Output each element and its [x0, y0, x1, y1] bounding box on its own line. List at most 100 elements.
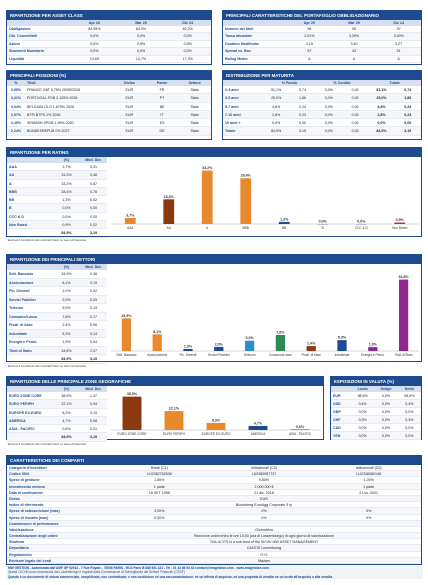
currency-cell: 0,0%	[405, 410, 414, 414]
bond-col-1: Apr 25	[303, 21, 315, 25]
geo-dur: 1,37	[90, 394, 97, 398]
chart-value-label: 15,3%	[164, 195, 175, 199]
sectors-pct: 1,9%	[62, 340, 71, 344]
asset-col-3: Dic 24	[182, 21, 193, 25]
rating-pct: 3,7%	[62, 165, 71, 169]
compart-span: Ricezione ordini entro le ore 15:00 (ora…	[193, 534, 335, 539]
sectors-row: Servizi Pubblici 2,0% 0,05	[7, 295, 107, 304]
sectors-pct: 2,4%	[62, 323, 71, 327]
footer-line-3: Questo è un documento di natura commerci…	[8, 574, 333, 579]
sectors-pct: 8,1%	[62, 280, 71, 285]
chart-value-label: 4,7%	[254, 421, 263, 425]
sectors-label: Industriale	[9, 331, 28, 336]
chart-value-label: 1,3%	[280, 217, 289, 221]
compart-label: Centralizzazione degli ordini	[9, 534, 58, 539]
chart-value-label: 15,9%	[121, 314, 132, 318]
bond-row-value: 57	[307, 49, 312, 54]
compart-label: Struttura	[9, 540, 25, 545]
chart-value-label: 2,0%	[215, 342, 224, 346]
geo-row: EUROPE EX-EURO 8,3% 0,19	[7, 409, 107, 417]
compart-row: Valorizzazione Giornaliera	[7, 527, 421, 534]
chart-bar	[164, 411, 184, 430]
sectors-row: Energia e Petrol. 1,9% 0,04	[7, 338, 107, 347]
currency-cell: 0,0%	[381, 434, 391, 438]
currency-row: CHF 0,3% 0,0% 0,3%	[331, 416, 421, 424]
bond-row: Duration Modificata 3,19 3,40 3,27	[223, 41, 421, 49]
geo-pct: 84,9%	[61, 435, 72, 440]
position-pct: 3,85%	[10, 88, 22, 92]
position-title: BELGIUM OLO 1,875% 2028	[27, 104, 74, 109]
chart-bar	[278, 221, 290, 224]
compart-row: Spese di gestione 1,85% 0,50% 1,00%	[7, 477, 421, 484]
compart-span: Mazars	[258, 558, 270, 563]
maturity-label: 0-3 anni	[225, 88, 239, 92]
asset-class-title: RIPARTIZIONE PER ASSET CLASS	[7, 11, 211, 20]
rating-label: Non Rated	[9, 223, 27, 228]
rating-label: BB	[9, 198, 15, 203]
compart-label: Valorizzazione	[9, 527, 34, 532]
sectors-label: Telecom	[9, 306, 24, 310]
bond-col-2: Mar 25	[348, 21, 360, 25]
geo-section: RIPARTIZIONE DELLE PRINCIPALE ZONE GEOGR…	[6, 376, 324, 442]
position-cell: EUR	[125, 104, 134, 109]
sectors-pct: 2,0%	[62, 297, 71, 302]
maturity-col-fund: % Fondo	[281, 81, 297, 85]
sectors-label	[7, 355, 53, 363]
maturity-col-contrib: % Contrib	[333, 81, 351, 85]
maturity-cell: 0,74	[404, 88, 412, 92]
chart-bar	[240, 178, 252, 224]
position-row: 3,04% BELGIUM OLO 1,875% 2028 EUR BE Stato	[7, 103, 211, 111]
asset-class-rows: Obbligazioni 84,95% 84,9% 82,2% Obl. Convert…	[7, 26, 211, 63]
asset-row-label: Strumenti Monetario	[9, 49, 44, 54]
currency-cell: 0,0%	[381, 402, 391, 406]
maturity-col-total: Totale	[389, 81, 400, 85]
rating-row: 84,9% 3,19	[7, 229, 107, 238]
chart-value-label: 28,4%	[241, 174, 252, 178]
rating-dur: 0,02	[90, 223, 97, 228]
asset-class-section: RIPARTIZIONE PER ASSET CLASS Apr 25 Mar …	[6, 10, 212, 65]
sectors-dur: 0,05	[90, 297, 97, 302]
position-cell: Stato	[190, 112, 199, 117]
compart-label: Spese di riscatto (max)	[9, 515, 49, 520]
currency-cell: 0,4%	[358, 402, 367, 406]
compart-value: 0%	[261, 515, 267, 520]
maturity-rows: 0-3 anni 51,1% 0,74 0,0% 0,00 51,1% 0,74 3-5 an…	[223, 86, 421, 136]
geo-dur: 0,94	[90, 402, 97, 407]
maturity-cell: 3,19	[298, 129, 306, 134]
maturity-cell: 0,23	[298, 112, 306, 117]
chart-value-label: 3,7%	[126, 214, 135, 218]
maturity-cell: 1,86	[298, 96, 306, 101]
chart-value-label: 0,9%	[396, 218, 405, 222]
currency-cell: 0,4%	[405, 402, 414, 406]
sectors-label: Energia e Petrol.	[9, 340, 38, 344]
sectors-label: Servizi Pubblici	[9, 297, 36, 302]
compart-value: 1,00%	[363, 478, 374, 483]
compart-row: Commissioni di performance	[7, 520, 421, 527]
maturity-row: 0-3 anni 51,1% 0,74 0,0% 0,00 51,1% 0,74	[223, 86, 421, 95]
chart-value-label: 22,1%	[169, 407, 180, 411]
bond-row-value: 2,91%	[304, 34, 315, 39]
compart-row: Spese di riscatto (max) 0,50% 0% 0%	[7, 515, 421, 521]
chart-value-label: 2,4%	[307, 342, 316, 346]
asset-row-value: 0,5%	[90, 41, 99, 46]
sectors-header: (%) Mod. Dur.	[7, 264, 107, 270]
compart-row: Spese di sottoscrizione (max) 3,00% 0% 0%	[7, 508, 421, 515]
position-row: 2,24% BUNDESREPUB 0% 2027 EUR DE Stato	[7, 127, 211, 136]
compart-label: Spese di gestione	[9, 478, 40, 483]
maturity-row: 10 anni + 0,0% 0,00 0,0% 0,00 0,0% 0,00	[223, 119, 421, 128]
bond-row-value: 3,27	[395, 41, 403, 46]
sectors-label: Sett. Bancario	[9, 272, 34, 276]
asset-col-1: Apr 25	[88, 21, 100, 25]
asset-row: Strumenti Monetario 0,0% 0,0% 0,0%	[7, 48, 211, 56]
compart-value: 0,50%	[154, 515, 165, 520]
geo-title: RIPARTIZIONE DELLE PRINCIPALE ZONE GEOGR…	[7, 377, 323, 386]
chart-value-label: 8,1%	[153, 330, 162, 334]
sectors-label: Consumo/Lusso	[9, 314, 38, 319]
bond-row-value: 96	[307, 27, 312, 31]
positions-col-pct: %	[14, 81, 18, 85]
chart-bar	[121, 318, 132, 351]
sectors-dur: 0,13	[90, 306, 97, 310]
asset-row: Liquidità 14,65 14,7% 17,3%	[7, 56, 211, 63]
maturity-row: 3-5 anni 25,0% 1,86 0,0% 0,00 25,0% 1,86	[223, 94, 421, 103]
chart-bar	[394, 222, 406, 224]
